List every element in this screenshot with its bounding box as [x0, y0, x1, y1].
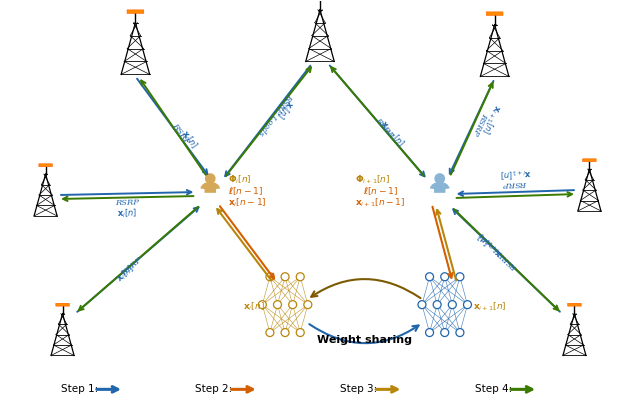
Text: Step 1:: Step 1: — [61, 384, 98, 395]
FancyBboxPatch shape — [205, 183, 216, 193]
Circle shape — [281, 273, 289, 281]
Circle shape — [441, 273, 449, 281]
Circle shape — [456, 273, 464, 281]
Text: $\mathbf{x}_{i+1}[n]$: $\mathbf{x}_{i+1}[n]$ — [500, 166, 532, 180]
FancyBboxPatch shape — [127, 10, 144, 13]
Text: $\mathbf{x}_{i+1}[n]$: $\mathbf{x}_{i+1}[n]$ — [473, 301, 506, 313]
Text: $\boldsymbol{\ell}[n-1]$: $\boldsymbol{\ell}[n-1]$ — [228, 185, 263, 197]
Text: RSRP: RSRP — [120, 256, 144, 277]
Circle shape — [304, 301, 312, 309]
FancyBboxPatch shape — [39, 164, 52, 166]
Text: $\mathbf{x}_i[n]$: $\mathbf{x}_i[n]$ — [116, 207, 137, 220]
Text: $\mathbf{x}_{i+1}[n-1]$: $\mathbf{x}_{i+1}[n-1]$ — [355, 197, 405, 210]
Circle shape — [205, 174, 215, 183]
Circle shape — [435, 174, 444, 183]
Text: RSRP, Loads: RSRP, Loads — [477, 231, 519, 272]
Text: RSRP, Loads: RSRP, Loads — [257, 93, 294, 137]
FancyBboxPatch shape — [582, 159, 596, 162]
Text: RSRP: RSRP — [374, 116, 396, 139]
Circle shape — [266, 328, 274, 337]
Circle shape — [273, 301, 282, 309]
Circle shape — [266, 273, 274, 281]
Circle shape — [426, 273, 433, 281]
Text: $\mathbf{x}_i[n-1]$: $\mathbf{x}_i[n-1]$ — [228, 197, 267, 210]
Text: Step 2:: Step 2: — [195, 384, 232, 395]
Text: $\mathbf{x}_{i+1}[n]$: $\mathbf{x}_{i+1}[n]$ — [479, 102, 504, 136]
Text: $\mathbf{x}_i[n]$: $\mathbf{x}_i[n]$ — [114, 262, 138, 285]
Circle shape — [418, 301, 426, 309]
Text: $\mathbf{x}_i[n]$: $\mathbf{x}_i[n]$ — [273, 97, 296, 120]
FancyBboxPatch shape — [568, 303, 581, 306]
Text: $\mathbf{x}_i[n]$: $\mathbf{x}_i[n]$ — [178, 127, 200, 151]
Text: $\boldsymbol{\ell}[n-1]$: $\boldsymbol{\ell}[n-1]$ — [363, 185, 398, 197]
Circle shape — [449, 301, 456, 309]
Text: $\mathbf{\Phi}_i[n]$: $\mathbf{\Phi}_i[n]$ — [228, 173, 252, 185]
FancyBboxPatch shape — [434, 183, 445, 193]
Text: RSRP: RSRP — [171, 121, 191, 145]
Circle shape — [441, 328, 449, 337]
Circle shape — [281, 328, 289, 337]
FancyBboxPatch shape — [56, 303, 69, 306]
Circle shape — [296, 328, 304, 337]
Text: $\mathbf{x}_{i+1}[n]$: $\mathbf{x}_{i+1}[n]$ — [378, 118, 407, 150]
FancyBboxPatch shape — [486, 12, 503, 15]
Text: $\mathbf{x}_{i+1}[n]$: $\mathbf{x}_{i+1}[n]$ — [476, 229, 506, 259]
Circle shape — [456, 328, 464, 337]
Circle shape — [296, 273, 304, 281]
Text: $\mathbf{x}_i[n]$: $\mathbf{x}_i[n]$ — [243, 301, 265, 313]
Circle shape — [289, 301, 297, 309]
Text: RSRP: RSRP — [115, 198, 139, 207]
Circle shape — [463, 301, 472, 309]
Circle shape — [433, 301, 441, 309]
Text: RSRP: RSRP — [472, 112, 489, 137]
Text: RSRP: RSRP — [504, 179, 527, 187]
Circle shape — [259, 301, 266, 309]
Text: Step 4:: Step 4: — [475, 384, 512, 395]
Circle shape — [426, 328, 433, 337]
Text: $\mathbf{\Phi}_{i+1}[n]$: $\mathbf{\Phi}_{i+1}[n]$ — [355, 173, 390, 185]
Text: Weight sharing: Weight sharing — [317, 334, 412, 345]
Text: Step 3:: Step 3: — [340, 384, 377, 395]
